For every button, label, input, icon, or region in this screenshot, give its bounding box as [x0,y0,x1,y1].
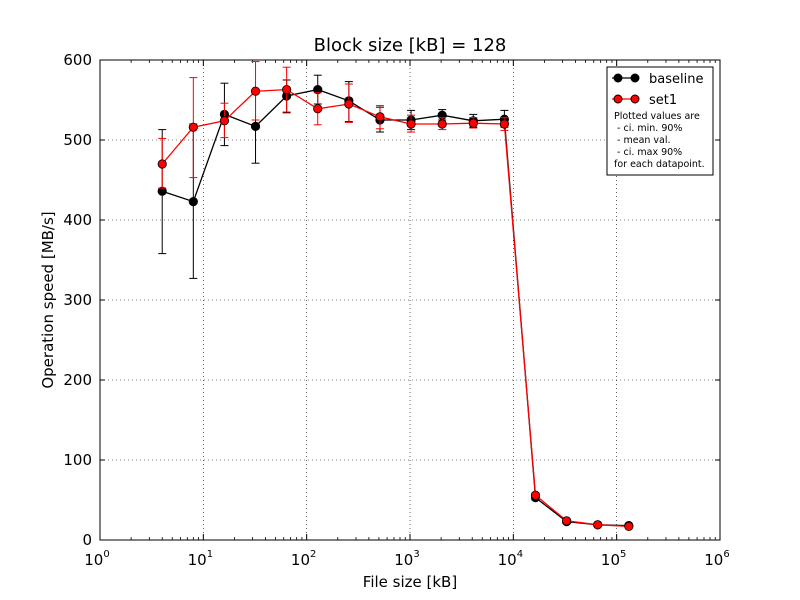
data-point [282,85,292,95]
x-tick-label: 103 [394,549,419,569]
legend-label-set1: set1 [649,93,677,108]
legend-marker-set1 [630,94,640,104]
x-tick-label: 104 [498,549,523,569]
legend-label-baseline: baseline [649,72,703,87]
legend-note-line: Plotted values are [614,111,700,122]
legend-marker-baseline [630,73,640,83]
y-tick-label: 300 [63,291,92,309]
data-point [561,516,572,526]
series-baseline [157,74,634,531]
y-tick-label: 100 [63,451,92,469]
series-set1 [157,61,634,532]
grid-lines [100,60,720,540]
legend-note-line: - ci. max 90% [614,147,682,158]
y-tick-label: 500 [63,131,92,149]
x-tick-label: 100 [84,549,109,569]
y-tick-label: 200 [63,371,92,389]
plot-frame [99,59,721,541]
legend-note-line: - mean val. [614,135,671,146]
y-tick-label: 400 [63,211,92,229]
data-point [250,121,261,132]
data-point [219,116,230,126]
data-point [468,118,478,128]
series-layer [157,61,634,532]
data-point [624,521,634,532]
data-point [499,119,509,129]
legend-marker-set1 [613,94,623,104]
legend: baseline set1 Plotted values are - ci. m… [606,66,714,176]
y-axis-ticks: 0 100 200 300 400 500 600 [63,51,720,549]
x-tick-label: 106 [704,549,729,569]
data-point [530,490,541,500]
data-point [157,159,167,169]
x-axis-ticks: 100 101 102 103 104 105 106 [84,60,730,569]
data-point [406,119,416,129]
y-axis-label: Operation speed [MB/s] [39,211,57,388]
series-line [161,88,629,528]
chart-title: Block size [kB] = 128 [314,35,507,56]
x-tick-label: 102 [291,549,316,569]
x-axis-label: File size [kB] [363,573,457,591]
data-point [250,86,261,96]
data-point [188,197,198,207]
y-tick-label: 0 [82,531,92,549]
data-point [593,520,603,530]
legend-note-line: for each datapoint. [614,159,705,170]
legend-note-line: - ci. min. 90% [614,123,682,134]
data-point [188,122,198,132]
y-tick-label: 600 [63,51,92,69]
legend-box [606,66,714,176]
data-point [344,99,354,109]
data-point [437,119,447,129]
data-point [313,104,323,114]
legend-marker-baseline [613,73,623,83]
x-tick-label: 105 [601,549,626,569]
data-point [375,112,385,122]
x-tick-label: 101 [188,549,213,569]
